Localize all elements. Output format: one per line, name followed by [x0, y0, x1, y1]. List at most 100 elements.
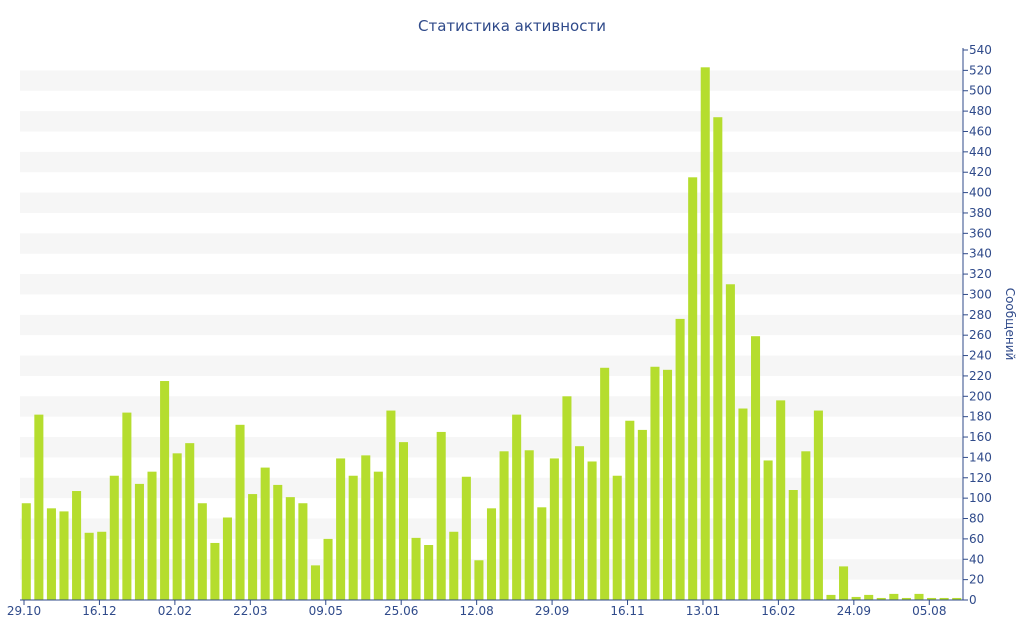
- bar[interactable]: [663, 369, 673, 600]
- bar[interactable]: [675, 318, 685, 600]
- y-tick-label: 60: [969, 532, 984, 546]
- bar[interactable]: [549, 458, 559, 600]
- bar[interactable]: [248, 494, 258, 600]
- grid-bands: [20, 70, 963, 580]
- y-tick-label: 160: [969, 430, 992, 444]
- y-tick-label: 460: [969, 124, 992, 138]
- bar[interactable]: [147, 471, 157, 600]
- y-tick-label: 300: [969, 287, 992, 301]
- bar[interactable]: [763, 460, 773, 600]
- grid-band: [20, 70, 963, 91]
- bar[interactable]: [625, 420, 635, 600]
- bar[interactable]: [21, 503, 31, 600]
- bar[interactable]: [901, 597, 911, 600]
- x-tick-label: 13.01: [686, 604, 720, 618]
- bar[interactable]: [59, 511, 69, 600]
- bar[interactable]: [776, 400, 786, 600]
- bar[interactable]: [864, 594, 874, 600]
- bar[interactable]: [486, 508, 497, 600]
- y-tick-label: 180: [969, 410, 992, 424]
- bar[interactable]: [537, 507, 547, 600]
- bar[interactable]: [612, 475, 622, 600]
- grid-band: [20, 355, 963, 376]
- bar[interactable]: [713, 117, 723, 600]
- bar[interactable]: [386, 410, 396, 600]
- bar[interactable]: [323, 538, 333, 600]
- bar[interactable]: [298, 503, 308, 600]
- bar[interactable]: [222, 517, 232, 601]
- bar[interactable]: [273, 484, 283, 600]
- y-axis: 0 20 40 60 80 100 120 140 160 180 200 220 240 260 280 3…: [962, 43, 992, 607]
- bar[interactable]: [927, 597, 937, 600]
- y-tick-label: 280: [969, 308, 992, 322]
- x-tick-label: 16.11: [610, 604, 644, 618]
- bar[interactable]: [172, 453, 182, 600]
- bar[interactable]: [587, 461, 597, 600]
- bar[interactable]: [889, 593, 899, 600]
- x-tick-label: 25.06: [384, 604, 418, 618]
- bar[interactable]: [952, 597, 962, 600]
- grid-band: [20, 314, 963, 336]
- bar[interactable]: [235, 424, 245, 600]
- bar[interactable]: [499, 451, 509, 600]
- bar[interactable]: [914, 593, 924, 600]
- bar[interactable]: [134, 483, 144, 600]
- y-tick-label: 0: [969, 593, 977, 607]
- bar[interactable]: [361, 455, 371, 600]
- bar[interactable]: [826, 594, 836, 600]
- bar[interactable]: [813, 410, 823, 600]
- bar[interactable]: [336, 458, 346, 600]
- bar[interactable]: [160, 381, 170, 600]
- bar[interactable]: [46, 508, 56, 600]
- bar[interactable]: [474, 560, 484, 600]
- bar[interactable]: [348, 475, 358, 600]
- y-tick-label: 360: [969, 226, 992, 240]
- bar[interactable]: [688, 177, 698, 600]
- x-tick-label: 12.08: [459, 604, 493, 618]
- y-tick-label: 20: [969, 573, 984, 587]
- grid-band: [20, 192, 963, 213]
- bar[interactable]: [424, 545, 434, 600]
- bar[interactable]: [801, 451, 811, 600]
- bar[interactable]: [285, 497, 295, 600]
- bar[interactable]: [751, 336, 761, 600]
- bar[interactable]: [260, 467, 270, 600]
- bar[interactable]: [839, 566, 849, 600]
- bar[interactable]: [109, 475, 119, 600]
- bar[interactable]: [574, 446, 585, 600]
- x-tick-label: 02.02: [158, 604, 192, 618]
- bar[interactable]: [650, 366, 660, 600]
- bar[interactable]: [122, 412, 132, 600]
- bar[interactable]: [600, 367, 610, 600]
- bar[interactable]: [738, 408, 748, 600]
- bar[interactable]: [411, 537, 421, 600]
- bar[interactable]: [398, 442, 409, 600]
- bar[interactable]: [84, 532, 94, 600]
- x-tick-label: 05.08: [912, 604, 946, 618]
- bar[interactable]: [97, 531, 107, 600]
- bar[interactable]: [700, 67, 710, 600]
- bar[interactable]: [310, 565, 320, 600]
- bar[interactable]: [449, 531, 459, 600]
- bar[interactable]: [185, 443, 195, 600]
- bar[interactable]: [72, 491, 82, 600]
- bar[interactable]: [725, 284, 735, 600]
- bar[interactable]: [637, 429, 647, 600]
- bar[interactable]: [876, 597, 886, 600]
- bar[interactable]: [512, 414, 522, 600]
- bar[interactable]: [524, 450, 534, 600]
- bar[interactable]: [373, 471, 383, 600]
- bar[interactable]: [210, 542, 220, 600]
- bar[interactable]: [851, 596, 861, 600]
- bar[interactable]: [562, 396, 572, 600]
- grid-band: [20, 233, 963, 254]
- bar[interactable]: [788, 490, 798, 600]
- y-tick-label: 320: [969, 267, 992, 281]
- bar[interactable]: [34, 414, 44, 600]
- y-tick-label: 40: [969, 552, 984, 566]
- bar[interactable]: [461, 476, 471, 600]
- y-axis-label: Сообщений: [1003, 288, 1017, 361]
- bar[interactable]: [197, 503, 207, 600]
- bar[interactable]: [436, 431, 446, 600]
- bar[interactable]: [939, 597, 949, 600]
